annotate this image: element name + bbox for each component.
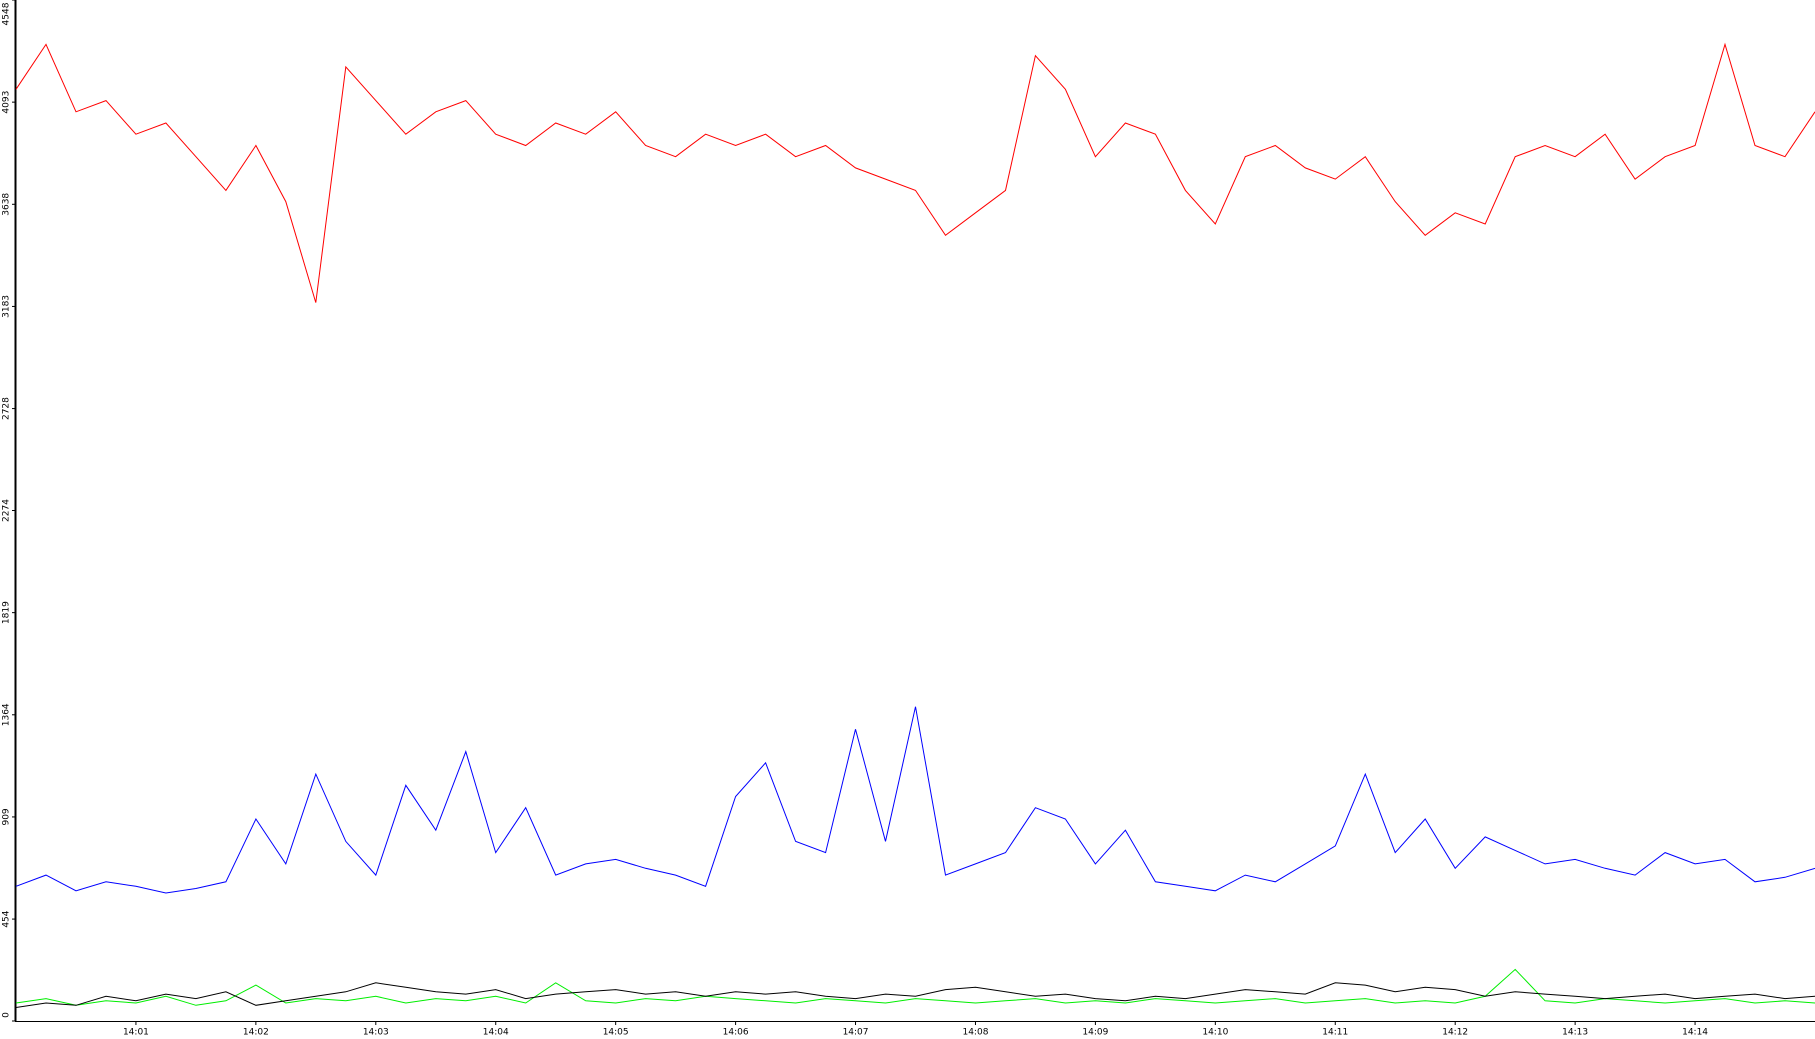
x-tick-label: 14:02	[243, 1028, 269, 1038]
x-tick-label: 14:09	[1082, 1028, 1108, 1038]
x-tick-label: 14:05	[603, 1028, 629, 1038]
x-tick-label: 14:01	[123, 1028, 149, 1038]
x-tick-label: 14:04	[483, 1028, 509, 1038]
x-tick-label: 14:03	[363, 1028, 389, 1038]
y-tick-label: 4093	[2, 91, 12, 114]
y-tick-label: 2728	[2, 397, 12, 420]
y-tick-label: 1819	[2, 601, 12, 624]
series-line	[15, 706, 1815, 894]
x-tick-label: 14:11	[1322, 1028, 1348, 1038]
y-tick-label: 454	[2, 910, 12, 927]
x-tick-label: 14:07	[843, 1028, 869, 1038]
x-tick-label: 14:13	[1562, 1028, 1588, 1038]
y-tick-label: 3638	[2, 193, 12, 216]
y-tick-label: 1364	[2, 703, 12, 726]
series-line	[15, 968, 1815, 1006]
x-tick-label: 14:06	[723, 1028, 749, 1038]
y-tick-label: 3183	[2, 295, 12, 318]
series-line	[15, 42, 1815, 303]
y-tick-label: 909	[2, 808, 12, 825]
y-tick-label: 2274	[2, 499, 12, 522]
y-tick-label: 4548	[2, 2, 12, 25]
x-tick-label: 14:14	[1682, 1028, 1708, 1038]
x-tick-label: 14:12	[1442, 1028, 1468, 1038]
series-line	[15, 982, 1815, 1008]
x-tick-label: 14:08	[962, 1028, 988, 1038]
y-tick-label: 0	[2, 1012, 12, 1018]
x-tick-label: 14:10	[1202, 1028, 1228, 1038]
